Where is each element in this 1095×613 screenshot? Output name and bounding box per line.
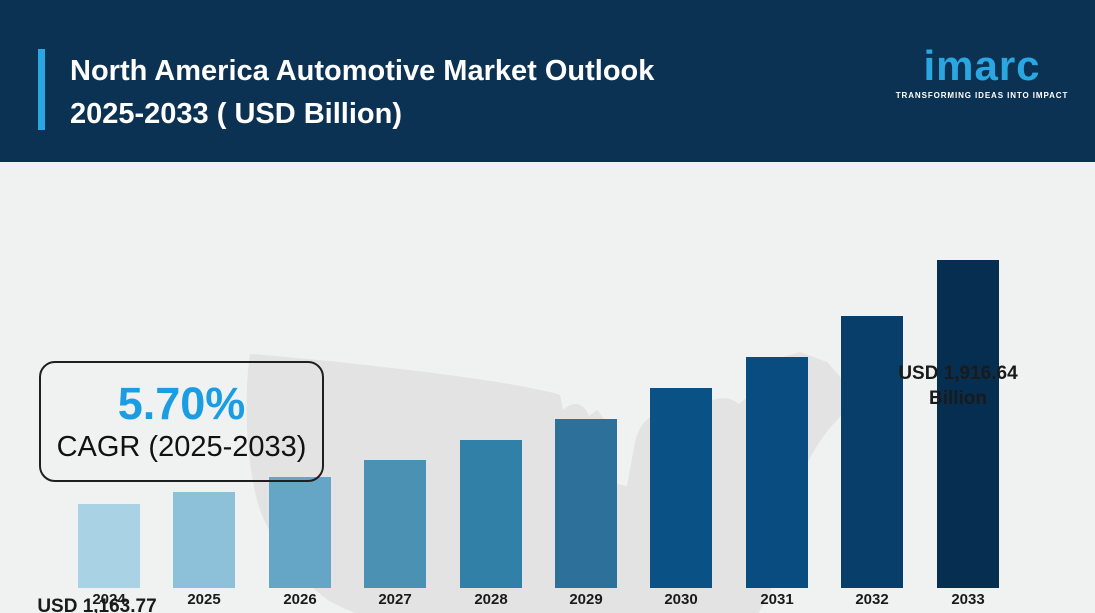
- data-label-2033-unit: Billion: [928, 388, 988, 409]
- page-title-line2: 2025-2033 ( USD Billion): [70, 98, 402, 130]
- chart-area: 2024 2025 2026 2027 2028 2029 2030 2031 2032 2033…: [0, 162, 1095, 613]
- header: North America Automotive Market Outlook …: [0, 0, 1095, 162]
- year-label-2033: 2033: [951, 591, 985, 608]
- data-label-2024: USD 1,163.77 Billion: [15, 594, 179, 613]
- bar-2024: [78, 504, 140, 588]
- data-label-2033-value: USD 1,916.64: [898, 363, 1018, 384]
- bar-2028: [460, 440, 522, 588]
- bar-2025: [173, 492, 235, 588]
- imarc-logo-tagline: TRANSFORMING IDEAS INTO IMPACT: [895, 91, 1069, 100]
- data-label-2024-value: USD 1,163.77: [37, 596, 157, 613]
- cagr-box: 5.70% CAGR (2025-2033): [39, 361, 324, 482]
- data-label-2033: USD 1,916.64 Billion: [876, 361, 1040, 411]
- bar-2032: [841, 316, 903, 588]
- year-label-2031: 2031: [760, 591, 794, 608]
- year-label-2026: 2026: [283, 591, 317, 608]
- bar-2031: [746, 357, 808, 588]
- year-label-2024: 2024: [92, 591, 126, 608]
- year-label-2029: 2029: [569, 591, 603, 608]
- year-label-2025: 2025: [187, 591, 221, 608]
- cagr-value: 5.70%: [117, 377, 246, 429]
- year-label-2028: 2028: [474, 591, 508, 608]
- title-accent-bar: [38, 49, 45, 130]
- imarc-logo-wordmark: imarc: [923, 42, 1041, 89]
- bar-2026: [269, 477, 331, 588]
- cagr-label: CAGR (2025-2033): [56, 430, 307, 463]
- year-label-2030: 2030: [664, 591, 698, 608]
- page-title: North America Automotive Market Outlook …: [70, 50, 870, 136]
- year-label-2032: 2032: [855, 591, 889, 608]
- imarc-logo: imarc TRANSFORMING IDEAS INTO IMPACT: [896, 42, 1068, 101]
- year-label-2027: 2027: [378, 591, 412, 608]
- page-title-line1: North America Automotive Market Outlook: [70, 55, 655, 87]
- bar-2030: [650, 388, 712, 588]
- bar-2033: [937, 260, 999, 588]
- bar-2029: [555, 419, 617, 588]
- bar-2027: [364, 460, 426, 588]
